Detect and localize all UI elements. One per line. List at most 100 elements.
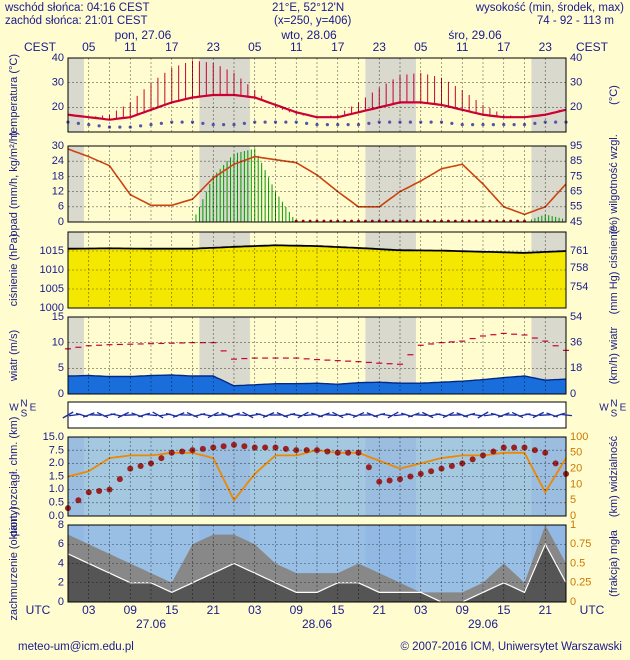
cloud-base-dot [282,445,289,452]
day-label-top: pon, 27.06 [115,28,172,42]
wind-arrow [290,413,303,417]
dew-point-dot [460,123,464,127]
wind-arrow [414,414,427,416]
hour-label-top: 17 [165,40,179,54]
night-band [365,58,416,132]
cloud-base-dot [480,452,486,459]
dew-point-dot [315,123,319,127]
wind-arrow [332,411,344,419]
cloud-depth-tick-left: 0.0 [49,510,64,522]
cloud-depth-tick-left: 15.0 [43,431,64,443]
cloud-base-dot [148,460,154,467]
humidity-tick-right: 95 [570,140,582,152]
cloud-base-dot [334,449,341,456]
dew-point-dot [97,124,101,128]
hour-label-top: 11 [124,40,137,54]
timezone-label-top-right: CEST [576,40,609,54]
wind-arrow [442,411,455,419]
dew-point-dot [502,123,506,127]
wind-tick-left: 5 [58,362,64,374]
day-label-bottom: 29.06 [468,617,498,631]
humidity-tick-right: 75 [570,170,582,182]
dew-point-dot [263,120,267,124]
temperature-tick-left: 40 [52,52,64,64]
cloud-base-dot [85,489,92,496]
wind-arrow [172,412,185,418]
cloud-base-dot [210,444,217,451]
night-band [365,146,416,222]
precip-tick-left: 6 [58,201,64,213]
cloud-base-dot [96,487,103,494]
dew-point-dot [491,123,495,127]
compass-n-right: N [610,399,617,410]
wind-arrow [242,411,254,419]
hour-label-bottom: 15 [497,603,511,617]
ylabel-left: opad (mm/h, kg/m²/h) [8,131,20,236]
altitude-values: 74 - 92 - 113 m [536,15,614,27]
timezone-label-bottom-right: UTC [580,603,605,617]
wind-arrow [262,412,275,418]
fog-tick-right: 0.75 [570,538,591,550]
hour-label-top: 23 [373,40,387,54]
dew-point-dot [429,120,433,124]
wind-arrow [200,413,213,417]
day-label-top: wto, 28.06 [280,28,337,42]
temperature-tick-left: 20 [52,101,64,113]
ylabel-left: temperatura (°C) [8,54,20,136]
contact-email[interactable]: meteo-um@icm.edu.pl [18,641,134,653]
cloud-base-dot [542,449,549,456]
dew-point-dot [305,121,309,125]
grid-point-text: (x=250, y=406) [274,15,352,27]
wind-arrow [62,411,74,419]
cloud-base-dot [137,462,144,469]
precip-tick-left: 24 [52,155,64,167]
dew-point-dot [232,123,236,127]
cloud-base-dot [272,444,279,451]
compass-e-right: E [620,403,627,414]
ylabel-left: pion. rozciągł. chm. (km) [8,417,20,537]
cloud-base-dot [459,460,466,467]
cloud-base-dot [158,455,165,462]
pressure-tick-left: 1015 [40,245,64,257]
day-label-top: śro, 29.06 [448,28,502,42]
ylabel-right: (mm Hg) ciśnienie [608,226,620,315]
hour-label-top: 05 [82,40,96,54]
pressure-tick-left: 1010 [40,264,64,276]
dew-point-dot [356,123,361,127]
hour-label-bottom: 03 [248,603,262,617]
cloud-base-dot [262,444,269,451]
hour-label-bottom: 15 [331,603,345,617]
compass-s-right: S [611,409,618,420]
wind-arrow [234,413,247,417]
cloud-base-dot [365,464,372,471]
wind-arrow [138,412,151,418]
precip-tick-left: 0 [58,216,64,228]
cloud-base-dot [324,448,331,455]
ylabel-right: (km) widzialność [608,435,620,517]
hour-label-bottom: 03 [82,603,96,617]
cloud-base-dot [521,444,528,451]
cloud-base-dot [355,449,362,456]
dew-point-dot [201,121,205,125]
dew-point-dot [388,120,392,124]
cloud-base-dot [199,445,206,452]
wind-arrow [553,412,566,418]
wind-arrow [532,411,545,419]
day-label-bottom: 27.06 [136,617,166,631]
dew-point-dot [211,123,215,127]
wind-tick-left: 15 [52,311,64,323]
cloud-base-dot [552,460,559,467]
cloud-base-dot [428,468,435,475]
dew-point-dot [367,121,371,125]
ylabel-left: zachmurzenie (oktanty) [8,506,20,620]
ylabel-right: (°C) [608,85,620,105]
dew-point-dot [325,123,329,127]
fog-tick-right: 0.25 [570,577,591,589]
fog-tick-right: 0 [570,596,576,608]
wind-arrow [407,412,420,418]
wind-arrow [539,414,552,416]
wind-arrow [96,411,109,419]
cloud-tick-left: 0 [58,596,64,608]
dew-point-dot [481,123,485,127]
compass-w: W [9,403,19,414]
